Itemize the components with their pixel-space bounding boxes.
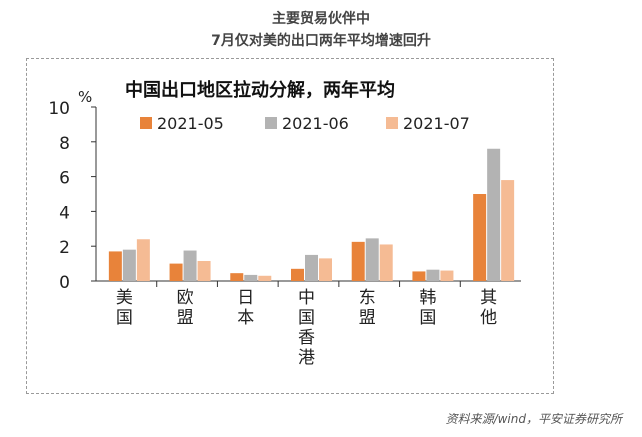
bar-2021-06-中国香港 [305, 254, 318, 281]
bar-2021-06-欧盟 [183, 250, 197, 281]
bars [108, 148, 515, 281]
y-tick-label: 6 [59, 169, 70, 189]
bar-2021-07-欧盟 [197, 260, 211, 281]
legend: 2021-05 2021-06 2021-07 [140, 114, 470, 133]
y-tick-label: 8 [59, 134, 70, 154]
x-tick-label: 其他 [480, 288, 497, 328]
y-tick-label: 4 [59, 203, 70, 223]
headline-line-2: 7月仅对美的出口两年平均增速回升 [211, 33, 431, 49]
y-tick-label: 0 [59, 273, 70, 293]
bar-2021-05-美国 [108, 251, 122, 281]
chart-title: 中国出口地区拉动分解，两年平均 [125, 79, 395, 101]
bar-2021-05-欧盟 [169, 263, 183, 281]
legend-label: 2021-07 [403, 114, 470, 133]
bar-2021-07-日本 [258, 275, 272, 281]
bar-2021-06-其他 [487, 148, 501, 281]
bar-2021-06-东盟 [365, 238, 379, 281]
bar-2021-07-韩国 [440, 270, 454, 281]
bar-2021-06-日本 [244, 274, 258, 281]
x-tick-label: 美国 [116, 288, 133, 328]
legend-label: 2021-06 [282, 114, 349, 133]
headline-line-1: 主要贸易伙伴中 [272, 11, 370, 27]
x-tick-label: 东盟 [359, 288, 376, 328]
bar-2021-05-韩国 [412, 271, 426, 281]
bar-2021-06-韩国 [426, 269, 440, 281]
bar-2021-05-其他 [473, 194, 487, 281]
legend-swatch [140, 117, 152, 129]
legend-swatch [386, 117, 398, 129]
x-tick-label: 欧盟 [177, 288, 194, 328]
x-tick-label: 韩国 [419, 288, 436, 328]
y-axis-unit: % [78, 88, 92, 106]
x-axis-labels: 美国 欧盟 日本 中国香港 东盟 韩国 其他 [116, 288, 497, 368]
bar-2021-07-东盟 [379, 244, 393, 281]
legend-label: 2021-05 [157, 114, 224, 133]
bar-2021-07-美国 [136, 239, 150, 281]
bar-2021-07-其他 [501, 180, 515, 281]
bar-2021-05-东盟 [351, 241, 365, 281]
bar-2021-05-日本 [230, 273, 244, 281]
y-tick-label: 10 [48, 99, 70, 119]
x-tick-label: 中国香港 [298, 288, 315, 368]
source-note: 资料来源/wind，平安证券研究所 [445, 412, 622, 426]
bar-2021-06-美国 [122, 249, 136, 281]
y-tick-label: 2 [59, 238, 70, 258]
bar-2021-07-中国香港 [319, 258, 332, 281]
legend-swatch [265, 117, 277, 129]
x-tick-label: 日本 [237, 288, 254, 328]
bar-2021-05-中国香港 [291, 268, 304, 281]
chart-frame [26, 58, 554, 394]
